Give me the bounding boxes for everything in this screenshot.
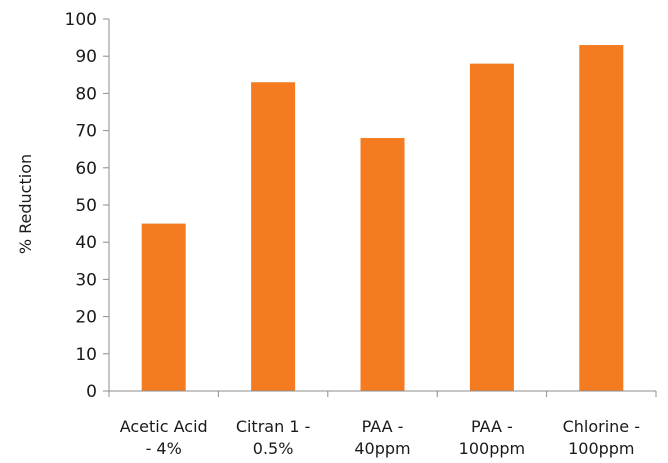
- y-axis: 0 10 20 30 40 50 60 70 80 90 100: [65, 10, 110, 402]
- y-tick-label: 40: [75, 233, 97, 253]
- y-tick-label: 50: [75, 196, 97, 216]
- x-category-label: Chlorine -100ppm: [563, 417, 640, 458]
- bars: [141, 45, 624, 392]
- y-tick-label: 90: [75, 47, 97, 67]
- x-category-label: Acetic Acid - 4%: [120, 417, 208, 458]
- y-tick-label: 20: [75, 308, 97, 328]
- x-category-label: Citran 1 -0.5%: [236, 417, 311, 458]
- bar: [469, 63, 514, 391]
- y-axis-title: % Reduction: [16, 154, 35, 254]
- y-tick-label: 80: [75, 84, 97, 104]
- y-tick-label: 0: [86, 382, 97, 402]
- y-tick-label: 70: [75, 122, 97, 142]
- bar: [579, 45, 624, 391]
- bar: [251, 82, 296, 392]
- x-category-label: PAA -40ppm: [354, 417, 410, 458]
- y-tick-label: 60: [75, 159, 97, 179]
- y-tick-label: 100: [65, 10, 97, 30]
- x-axis: Acetic Acid - 4% Citran 1 -0.5% PAA -40ppm P…: [108, 390, 657, 458]
- y-tick-label: 10: [75, 345, 97, 365]
- bar: [141, 223, 186, 391]
- y-tick-label: 30: [75, 270, 97, 290]
- x-category-label: PAA -100ppm: [459, 417, 525, 458]
- bar: [360, 138, 405, 391]
